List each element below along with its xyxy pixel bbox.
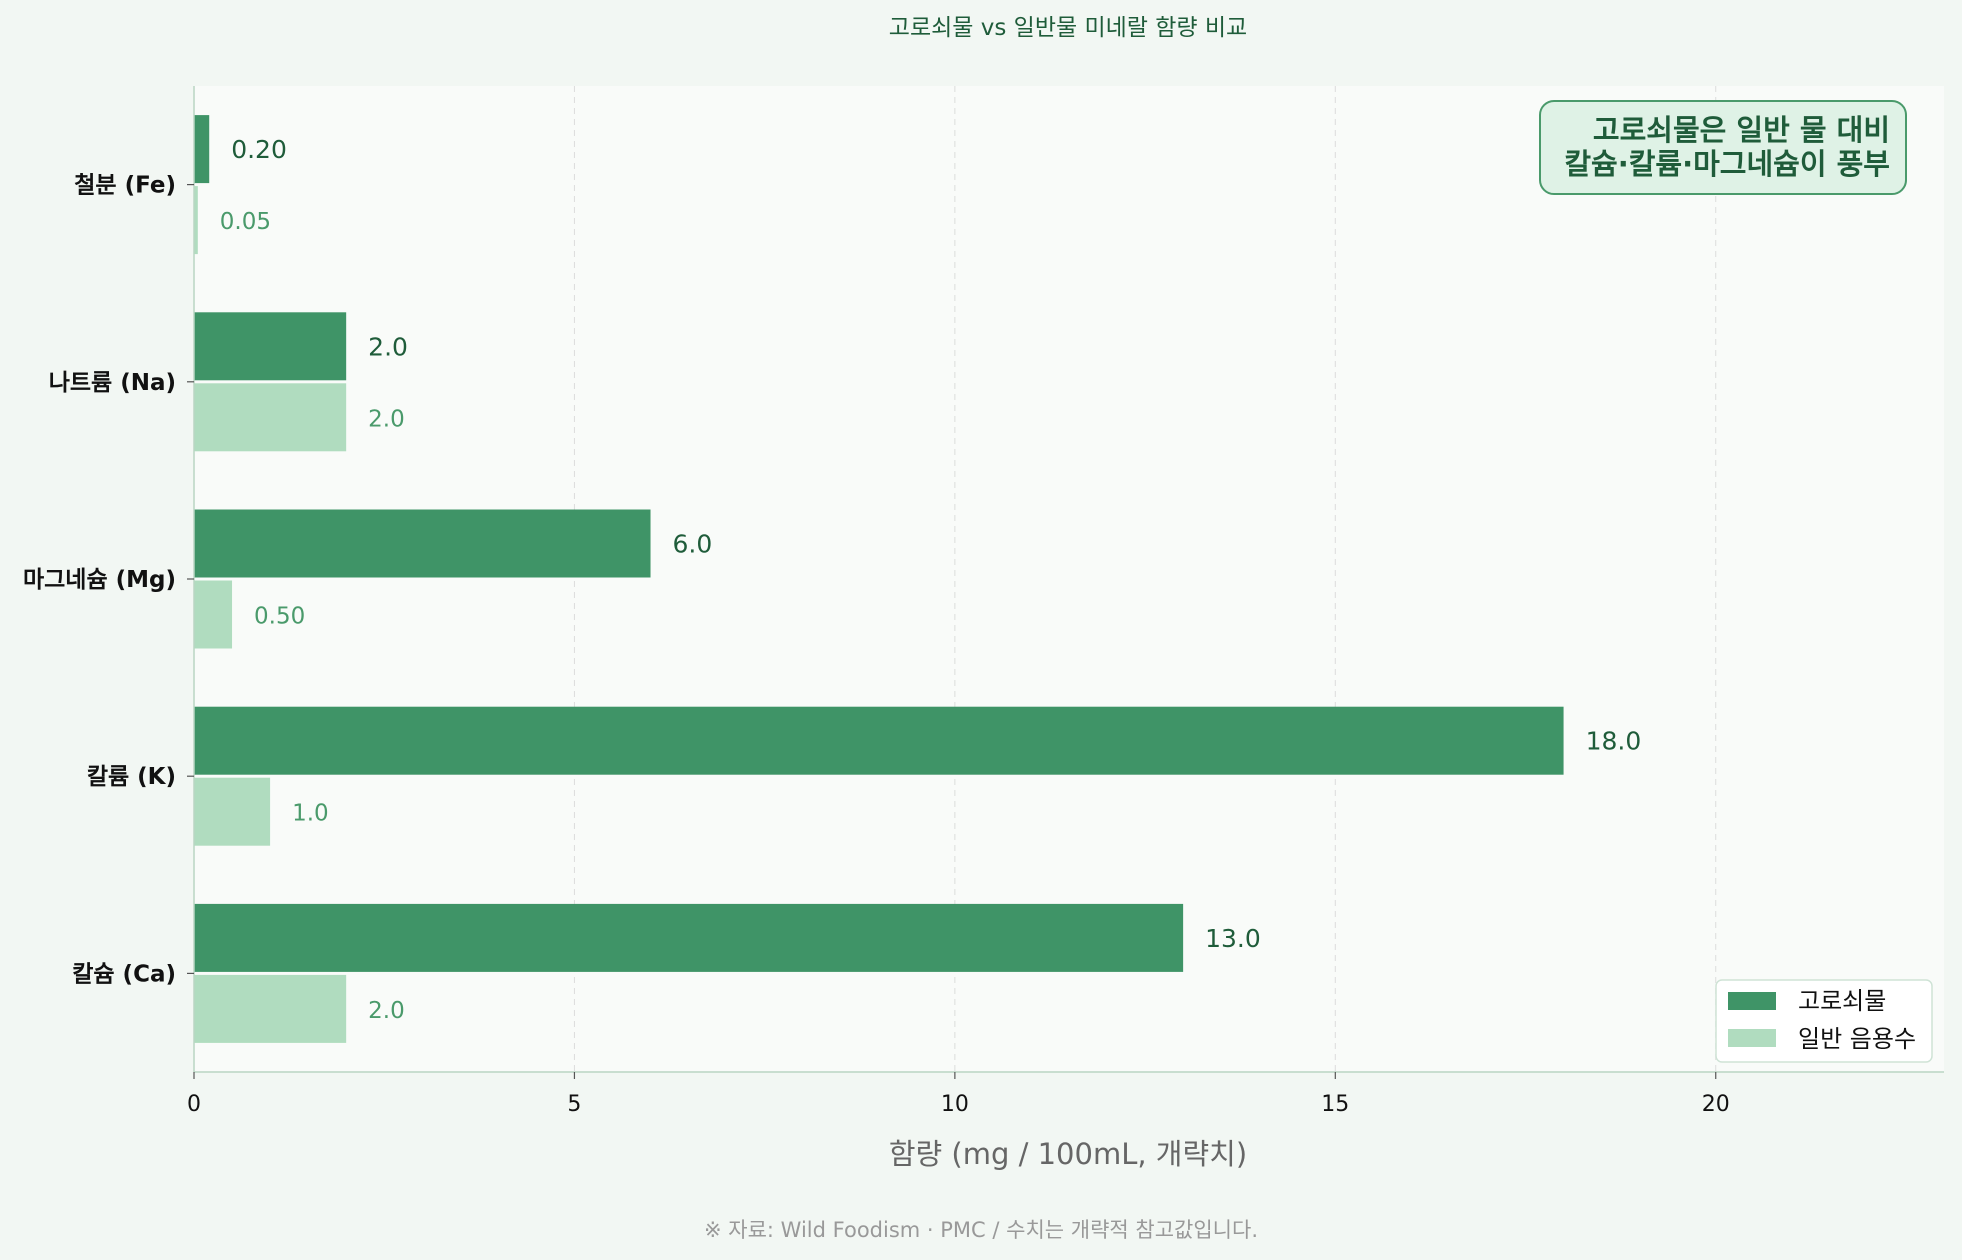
x-ticks-group: 0 5 10 15 20 xyxy=(187,1072,1730,1117)
bars-group xyxy=(194,115,1564,1043)
x-tick-label: 0 xyxy=(187,1092,201,1117)
value-label: 0.50 xyxy=(254,604,305,630)
secondary-bar xyxy=(194,777,271,846)
legend-swatch-secondary xyxy=(1728,1029,1776,1047)
value-label: 13.0 xyxy=(1205,924,1261,953)
primary-bar xyxy=(194,903,1184,972)
legend-swatch-primary xyxy=(1728,992,1776,1010)
y-tick-label: 나트륨 (Na) xyxy=(49,370,176,396)
value-label: 18.0 xyxy=(1586,727,1642,756)
chart-title: 고로쇠물 vs 일반물 미네랄 함량 비교 xyxy=(889,15,1247,41)
value-label: 2.0 xyxy=(368,998,405,1024)
value-label: 6.0 xyxy=(673,530,713,559)
primary-bar xyxy=(194,115,210,184)
value-labels-group: 0.20 0.05 2.0 2.0 6.0 0.50 18.0 1.0 13.0 2.0 xyxy=(220,135,1641,1024)
x-axis-label: 함량 (mg / 100mL, 개략치) xyxy=(889,1137,1247,1171)
legend: 고로쇠물 일반 음용수 xyxy=(1715,979,1933,1063)
y-tick-label: 철분 (Fe) xyxy=(74,173,176,199)
annotation-line-2: 칼슘·칼륨·마그네슘이 풍부 xyxy=(1564,147,1890,181)
legend-label-primary: 고로쇠물 xyxy=(1798,987,1886,1015)
x-tick-label: 5 xyxy=(567,1092,581,1117)
primary-bar xyxy=(194,509,651,578)
primary-bar xyxy=(194,312,347,381)
annotation-line-1: 고로쇠물은 일반 물 대비 xyxy=(1593,113,1890,147)
value-label: 0.05 xyxy=(220,209,271,235)
annotation-box: 고로쇠물은 일반 물 대비 칼슘·칼륨·마그네슘이 풍부 xyxy=(1539,100,1907,195)
primary-bar xyxy=(194,706,1564,775)
footer-note: ※ 자료: Wild Foodism · PMC / 수치는 개략적 참고값입니… xyxy=(704,1218,1258,1242)
value-label: 0.20 xyxy=(231,135,287,164)
legend-label-secondary: 일반 음용수 xyxy=(1798,1025,1916,1053)
y-ticks-group: 철분 (Fe) 나트륨 (Na) 마그네슘 (Mg) 칼륨 (K) 칼슘 (Ca) xyxy=(23,173,194,987)
value-label: 2.0 xyxy=(368,332,408,361)
y-tick-label: 칼슘 (Ca) xyxy=(72,961,176,987)
secondary-bar xyxy=(194,383,347,452)
value-label: 1.0 xyxy=(292,801,329,827)
value-label: 2.0 xyxy=(368,406,405,432)
y-tick-label: 칼륨 (K) xyxy=(87,764,176,790)
x-tick-label: 20 xyxy=(1702,1092,1730,1117)
secondary-bar xyxy=(194,580,233,649)
secondary-bar xyxy=(194,186,198,255)
secondary-bar xyxy=(194,974,347,1043)
x-tick-label: 10 xyxy=(941,1092,969,1117)
x-tick-label: 15 xyxy=(1321,1092,1349,1117)
y-tick-label: 마그네슘 (Mg) xyxy=(23,567,176,593)
